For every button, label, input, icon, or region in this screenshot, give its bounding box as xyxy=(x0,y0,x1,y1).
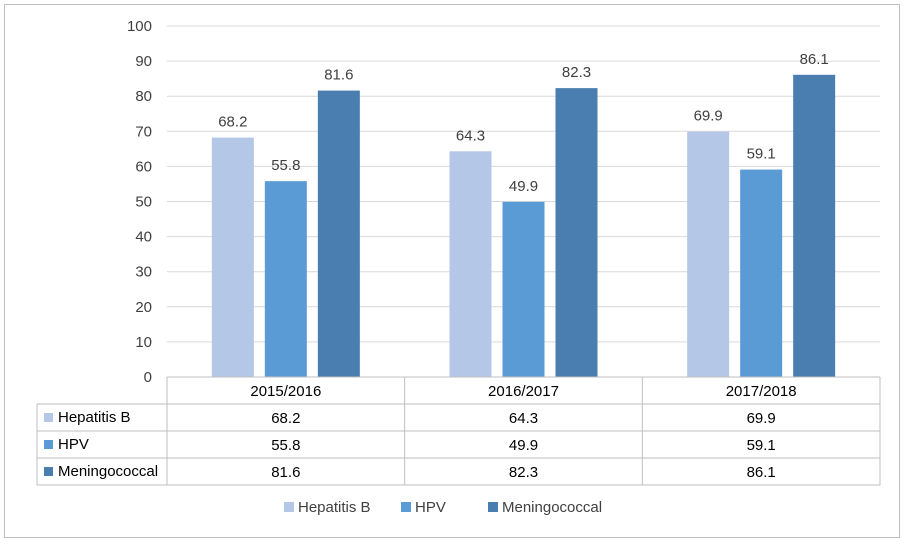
bar xyxy=(264,181,307,377)
y-tick-label: 0 xyxy=(144,369,152,386)
legend-swatch xyxy=(401,502,411,512)
y-tick-label: 60 xyxy=(135,158,152,175)
table-cell: 69.9 xyxy=(747,410,776,427)
y-tick-label: 70 xyxy=(135,123,152,140)
table-cell: 82.3 xyxy=(509,464,538,481)
table-series-label: Meningococcal xyxy=(58,463,158,480)
data-label: 55.8 xyxy=(271,157,300,174)
y-tick-label: 90 xyxy=(135,53,152,70)
data-label: 86.1 xyxy=(800,51,829,68)
data-label: 49.9 xyxy=(509,178,538,195)
bar xyxy=(502,201,545,377)
table-cell: 64.3 xyxy=(509,410,538,427)
table-legend-key xyxy=(44,440,53,449)
y-tick-label: 40 xyxy=(135,229,152,246)
table-cell: 81.6 xyxy=(271,464,300,481)
y-tick-label: 10 xyxy=(135,334,152,351)
table-legend-key xyxy=(44,467,53,476)
legend-swatch xyxy=(284,502,294,512)
table-cell: 55.8 xyxy=(271,437,300,454)
table-cell: 49.9 xyxy=(509,437,538,454)
legend-label: Meningococcal xyxy=(502,499,602,516)
data-label: 82.3 xyxy=(562,64,591,81)
legend-label: HPV xyxy=(415,499,446,516)
table-cell: 68.2 xyxy=(271,410,300,427)
bar xyxy=(793,74,836,377)
bar xyxy=(449,151,492,377)
legend-swatch xyxy=(488,502,498,512)
data-label: 59.1 xyxy=(747,146,776,163)
bar xyxy=(555,88,598,377)
x-category-label: 2016/2017 xyxy=(488,383,559,400)
bar xyxy=(687,131,730,377)
table-cell: 59.1 xyxy=(747,437,776,454)
y-tick-label: 100 xyxy=(127,18,152,35)
data-label: 68.2 xyxy=(218,114,247,131)
table-series-label: HPV xyxy=(58,436,89,453)
data-label: 69.9 xyxy=(694,108,723,125)
table-cell: 86.1 xyxy=(747,464,776,481)
table-legend-key xyxy=(44,413,53,422)
x-category-label: 2017/2018 xyxy=(726,383,797,400)
y-tick-label: 20 xyxy=(135,299,152,316)
y-tick-label: 50 xyxy=(135,194,152,211)
bar xyxy=(740,169,783,377)
legend-label: Hepatitis B xyxy=(298,499,371,516)
bar xyxy=(211,137,254,377)
y-tick-label: 80 xyxy=(135,88,152,105)
y-tick-label: 30 xyxy=(135,264,152,281)
data-label: 81.6 xyxy=(324,67,353,84)
data-label: 64.3 xyxy=(456,127,485,144)
bar xyxy=(317,90,360,378)
x-category-label: 2015/2016 xyxy=(250,383,321,400)
table-series-label: Hepatitis B xyxy=(58,409,131,426)
